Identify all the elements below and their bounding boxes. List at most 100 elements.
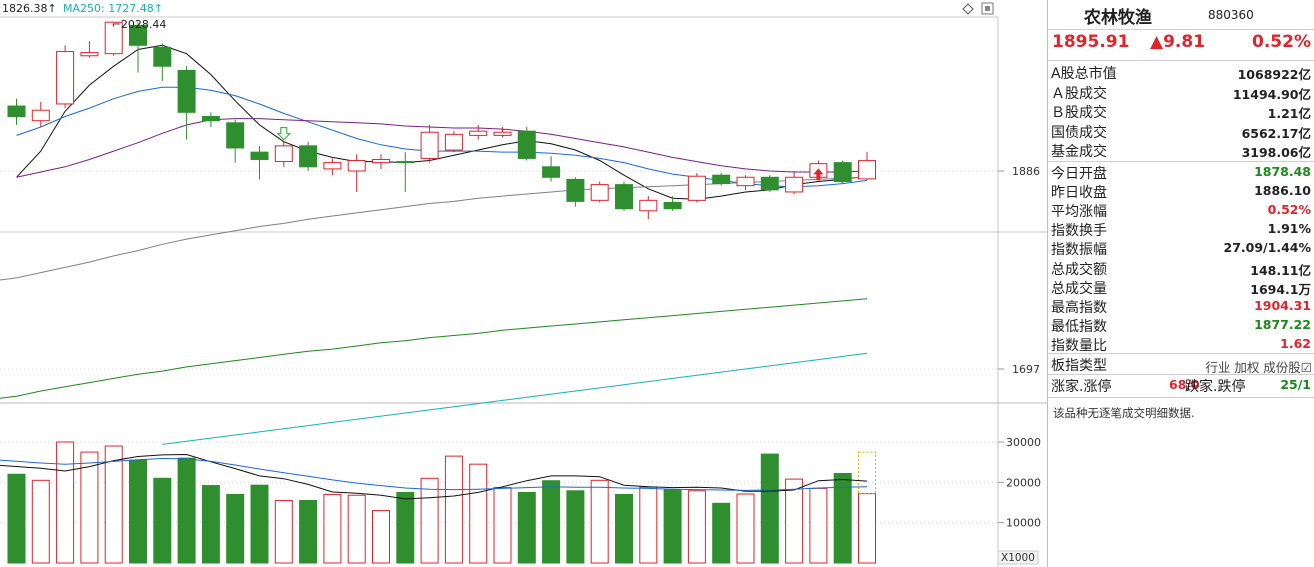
candle: [129, 22, 147, 73]
axis-labels: 1886 1697 30000 20000 10000 X1000: [997, 165, 1041, 565]
candle: [517, 127, 536, 161]
candle: [469, 124, 488, 140]
index-stat-row: 指数量比 1.62: [1048, 335, 1314, 354]
volume-bar: [129, 459, 147, 564]
volume-bar: [226, 493, 245, 564]
candle-body: [590, 184, 609, 201]
volume-bar: [177, 457, 196, 564]
stat-label: 最高指数: [1051, 299, 1107, 316]
volume-bar: [153, 477, 172, 564]
candle-body: [760, 176, 779, 191]
volume-ma-line-1: [0, 457, 868, 491]
candle-body: [7, 105, 26, 118]
up-count-value: 68/0: [1169, 377, 1200, 392]
candle: [347, 154, 366, 192]
volume-bar: [420, 477, 439, 564]
volume-bar: [323, 493, 342, 564]
volume-bars: [0, 441, 876, 564]
candle: [274, 141, 293, 167]
divider: [1048, 60, 1314, 61]
volume-ma-line-0: [0, 453, 868, 500]
candle-body: [542, 166, 561, 178]
index-stat-row: 指数振幅 27.09/1.44%: [1048, 239, 1314, 258]
candle: [736, 175, 755, 190]
candle-body: [274, 145, 293, 163]
candle-body: [31, 109, 50, 122]
volume-bar: [663, 489, 682, 564]
stat-label: 基金成交: [1051, 144, 1107, 160]
candle: [542, 156, 561, 182]
ma-label-ma250: MA250: 1727.48↑: [63, 2, 163, 15]
candle: [31, 101, 50, 127]
volume-tick-label: 20000: [1006, 476, 1041, 489]
candle: [639, 196, 658, 220]
up-count-label: 涨家.涨停: [1051, 379, 1112, 395]
candle-body: [80, 52, 99, 57]
candle-body: [833, 162, 852, 182]
candle: [396, 152, 415, 192]
candle: [615, 181, 633, 211]
stat-value: 27.09/1.44%: [1223, 240, 1311, 256]
volume-bar: [493, 487, 512, 564]
panel-header: 农林牧渔 880360: [1048, 0, 1314, 30]
candle-body: [712, 174, 731, 185]
diamond-icon[interactable]: [962, 3, 974, 15]
candle: [420, 124, 439, 163]
stat-label: A股总市值: [1051, 66, 1117, 82]
candle: [226, 119, 245, 163]
buy-arrow-icon: [813, 168, 824, 181]
volume-bar: [833, 472, 852, 564]
market-stat-row: A股总市值 1068922亿: [1048, 63, 1314, 82]
volume-bar: [372, 510, 390, 564]
candle: [56, 45, 75, 109]
kline-chart[interactable]: ⌐2028.44 1886 1697 30000 20000 10000 X1000 18…: [0, 0, 1047, 567]
candle-body: [396, 161, 415, 164]
candle-body: [663, 201, 682, 210]
price-tick-label: 1697: [1012, 363, 1040, 376]
window-toggle-icon[interactable]: [981, 2, 994, 15]
divider: [1048, 353, 1314, 354]
stat-label: Ａ股成交: [1051, 85, 1107, 102]
market-stat-row: 基金成交 3198.06亿: [1048, 141, 1314, 160]
candle-body: [347, 160, 366, 172]
down-count-value: 25/1: [1280, 377, 1311, 392]
candle: [785, 171, 804, 195]
candle-body: [250, 151, 269, 160]
ma-label-current: 1826.38↑: [2, 2, 57, 15]
tick-data-note: 该品种无逐笔成交明细数据.: [1053, 406, 1195, 420]
peak-price-label: ⌐2028.44: [112, 18, 167, 31]
sell-arrow-icon: [276, 127, 292, 141]
volume-bar: [687, 490, 706, 564]
candle: [104, 21, 123, 56]
board-type-label: 板指类型: [1051, 358, 1107, 374]
volume-bar: [517, 491, 536, 564]
stat-label: 平均涨幅: [1051, 204, 1107, 221]
candle-body: [104, 21, 123, 55]
volume-bar: [104, 445, 123, 564]
stat-value: 1904.31: [1254, 297, 1311, 313]
price-change: ▲9.81: [1150, 32, 1206, 52]
candle-body: [493, 131, 512, 136]
sell-arrow-shape: [276, 127, 292, 141]
stat-value: 1886.10: [1254, 183, 1311, 199]
candle: [7, 98, 26, 125]
volume-bar: [590, 479, 609, 564]
volume-bar: [712, 502, 731, 564]
candle: [80, 41, 99, 58]
stat-value: 6562.17亿: [1241, 125, 1311, 141]
volume-tick-label: 10000: [1006, 517, 1041, 530]
board-type-values[interactable]: 行业 加权 成份股☑: [1205, 360, 1312, 375]
volume-bar: [809, 487, 828, 564]
divider: [1048, 397, 1314, 398]
buy-arrow-shape: [813, 168, 824, 181]
index-stat-row: 今日开盘 1878.48: [1048, 163, 1314, 182]
volume-bar: [250, 484, 269, 564]
stat-value: 1.91%: [1267, 221, 1311, 237]
volume-unit-label: X1000: [1001, 552, 1035, 564]
candle-body: [177, 69, 196, 113]
stat-label: 总成交量: [1051, 280, 1107, 297]
divider: [1048, 29, 1314, 30]
index-stat-row: 最高指数 1904.31: [1048, 297, 1314, 316]
candle: [858, 151, 876, 181]
ma-line-5: [162, 352, 868, 445]
